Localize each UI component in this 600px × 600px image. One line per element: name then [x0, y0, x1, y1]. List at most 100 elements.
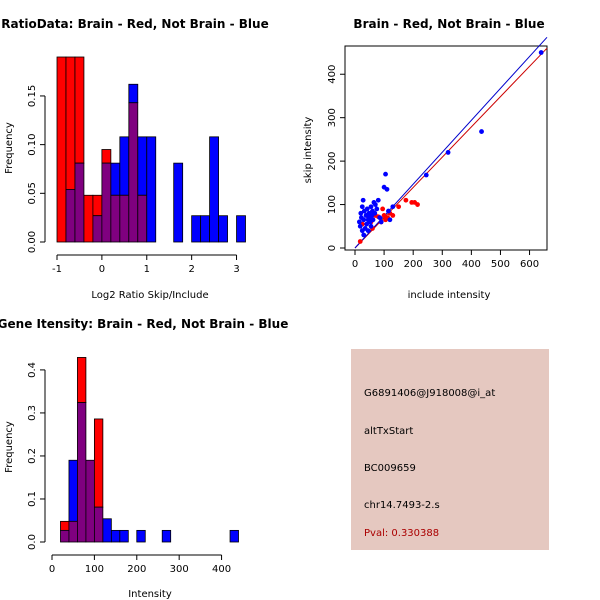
gene-intensity-xlabel: Intensity: [128, 589, 172, 600]
not-brain-point: [358, 210, 364, 216]
scatter-ylabel: skip intensity: [303, 117, 314, 184]
scatter-y-tick-label: 300: [327, 108, 338, 127]
intensity-scatter-title: Brain - Red, Not Brain - Blue: [353, 17, 544, 31]
ratio-histogram-axes: -1 0 1 2 3 0.00 0.05 0.10 0.15: [27, 85, 240, 275]
ratio-bar-overlap: [119, 194, 130, 243]
gene-intensity-x-tick-label: 200: [127, 564, 146, 575]
not-brain-point: [359, 204, 365, 210]
scatter-x-tick-label: 300: [433, 259, 452, 270]
not-brain-point: [383, 171, 388, 177]
scatter-x-tick-label: 500: [491, 259, 510, 270]
ratio-histogram-xlabel: Log2 Ratio Skip/Include: [91, 290, 208, 301]
ratio-bar-overlap: [65, 189, 76, 243]
not-brain-point: [387, 217, 393, 223]
not-brain-point: [375, 197, 381, 203]
intensity-scatter-panel: Brain - Red, Not Brain - Blue 0 100 200 300…: [303, 17, 548, 301]
scatter-x-tick-label: 0: [352, 259, 358, 270]
not-brain-point: [445, 150, 451, 155]
scatter-y-tick-label: 100: [327, 195, 338, 214]
brain-point: [380, 206, 386, 212]
ratio-bar-not-brain: [119, 136, 130, 196]
not-brain-point: [390, 204, 396, 210]
ratio-x-tick-label: -1: [52, 264, 62, 275]
gene-intensity-bar-brain: [77, 357, 87, 404]
not-brain-point: [361, 217, 367, 223]
ratio-bar-not-brain: [137, 136, 148, 196]
not-brain-point: [365, 228, 371, 234]
gene-intensity-y-tick-label: 0.0: [27, 534, 38, 550]
ratio-bar-brain: [74, 56, 85, 164]
gene-intensity-bar-not-brain: [161, 529, 172, 543]
gene-intensity-title: Gene Itensity: Brain - Red, Not Brain - …: [0, 317, 288, 331]
not-brain-point: [377, 215, 383, 220]
ratio-y-tick-label: 0.10: [27, 133, 38, 155]
gene-intensity-bar-overlap: [77, 402, 87, 543]
scatter-axes: 0 100 200 300 400 500 600 0 100 200 300 400: [327, 65, 539, 270]
gene-intensity-bar-not-brain: [119, 529, 129, 543]
gene-intensity-bar-overlap: [68, 520, 78, 543]
ratio-histogram-ylabel: Frequency: [4, 122, 15, 174]
info-panel: G6891406@J918008@i_at altTxStart BC00965…: [351, 349, 549, 550]
not-brain-point: [364, 206, 370, 212]
gene-intensity-bar-not-brain: [136, 529, 146, 543]
gene-intensity-bar-overlap: [60, 529, 70, 543]
ratio-x-tick-label: 1: [144, 264, 150, 275]
gene-intensity-bar-overlap: [93, 506, 104, 543]
gene-intensity-y-tick-label: 0.3: [27, 405, 38, 421]
ratio-bar-overlap: [92, 215, 103, 243]
not-brain-point: [370, 217, 376, 223]
ratio-histogram-panel: RatioData: Brain - Red, Not Brain - Blue…: [1, 17, 268, 301]
ratio-y-tick-label: 0.00: [27, 231, 38, 253]
ratio-bar-not-brain: [173, 162, 184, 243]
not-brain-point: [384, 186, 390, 192]
event-type-text: altTxStart: [364, 426, 413, 437]
ratio-bar-not-brain: [128, 83, 139, 104]
not-brain-point: [374, 206, 380, 212]
gene-intensity-x-tick-label: 400: [212, 564, 231, 575]
gene-intensity-x-tick-label: 100: [85, 564, 104, 575]
ratio-y-tick-label: 0.15: [27, 85, 38, 107]
brain-point: [357, 239, 363, 244]
info-panel-background: [351, 349, 549, 550]
not-brain-point: [360, 197, 366, 203]
gene-intensity-bar-brain: [93, 418, 104, 508]
brain-point: [390, 213, 396, 218]
ratio-bar-brain: [92, 194, 103, 217]
accession-text: BC009659: [364, 463, 416, 474]
not-brain-point: [364, 221, 370, 227]
not-brain-point: [386, 208, 391, 214]
pval-text: Pval: 0.330388: [364, 528, 439, 539]
not-brain-point: [423, 172, 429, 178]
gene-intensity-bar-not-brain: [68, 459, 78, 522]
gene-intensity-y-tick-label: 0.4: [27, 362, 38, 378]
scatter-x-tick-label: 600: [520, 259, 539, 270]
ratio-bar-not-brain: [110, 162, 121, 196]
gene-intensity-bar-not-brain: [102, 518, 112, 543]
ratio-bar-not-brain: [209, 136, 219, 243]
gene-intensity-y-tick-label: 0.2: [27, 448, 38, 464]
ratio-bar-brain: [83, 194, 94, 243]
brain-fit-line: [354, 47, 548, 249]
scatter-xlabel: include intensity: [408, 290, 491, 301]
not-brain-point: [356, 219, 362, 225]
gene-intensity-bars: [60, 357, 239, 543]
ratio-histogram-title: RatioData: Brain - Red, Not Brain - Blue: [1, 17, 268, 31]
scatter-y-tick-label: 200: [327, 152, 338, 171]
ratio-bar-overlap: [74, 162, 85, 243]
gene-intensity-x-tick-label: 0: [49, 564, 55, 575]
ratio-y-tick-label: 0.05: [27, 182, 38, 204]
ratio-bar-overlap: [137, 194, 148, 243]
not-brain-point: [372, 202, 378, 207]
scatter-points: [356, 50, 544, 244]
not-brain-point: [372, 210, 378, 216]
ratio-x-tick-label: 2: [188, 264, 194, 275]
scatter-plot-box: [344, 45, 548, 251]
ratio-bar-overlap: [110, 194, 121, 243]
scatter-x-tick-label: 100: [375, 259, 394, 270]
gene-intensity-panel: Gene Itensity: Brain - Red, Not Brain - …: [0, 317, 288, 600]
brain-point: [415, 202, 420, 207]
not-brain-point: [378, 219, 384, 225]
ratio-bar-not-brain: [191, 215, 202, 243]
ratio-x-tick-label: 0: [99, 264, 105, 275]
ratio-bar-not-brain: [200, 215, 211, 243]
